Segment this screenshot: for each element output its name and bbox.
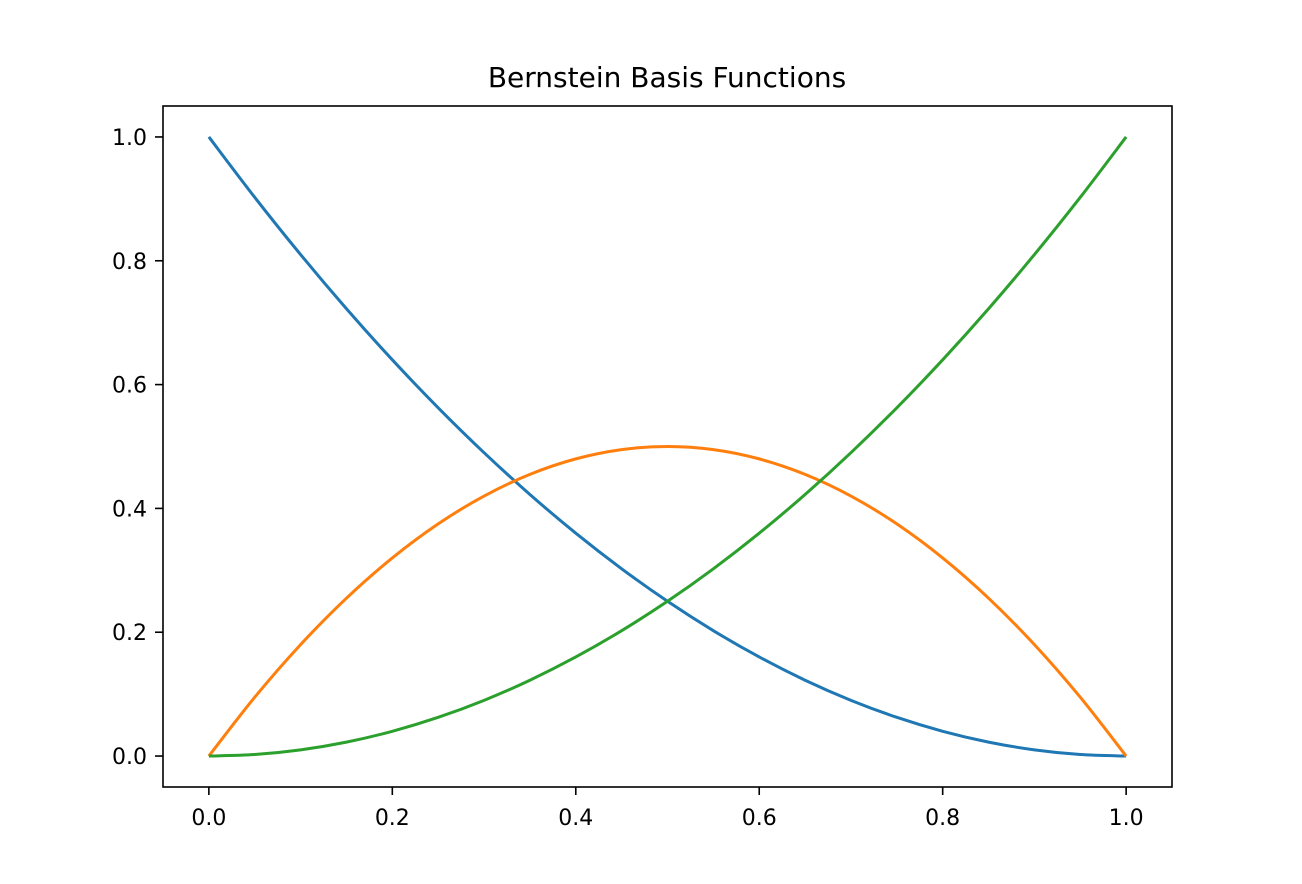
x-tick-label: 0.0 <box>191 806 226 831</box>
x-tick-label: 0.2 <box>375 806 410 831</box>
series-line-2 <box>208 136 1128 758</box>
plot-frame <box>162 105 1173 788</box>
y-tick-label: 1.0 <box>112 126 147 151</box>
x-axis: 0.0 0.2 0.4 0.6 0.8 1.0 <box>191 787 1144 831</box>
series-line-0 <box>207 136 1127 758</box>
y-tick-label: 0.4 <box>112 497 147 522</box>
series-line-1 <box>207 445 1128 757</box>
y-tick-label: 0.2 <box>112 621 147 646</box>
y-tick-label: 0.0 <box>112 745 147 770</box>
x-tick-label: 0.4 <box>558 806 593 831</box>
x-tick-label: 0.8 <box>925 806 960 831</box>
series-layer <box>207 136 1128 758</box>
y-axis: 0.0 0.2 0.4 0.6 0.8 1.0 <box>112 126 163 770</box>
chart-title: Bernstein Basis Functions <box>488 61 846 94</box>
x-tick-label: 1.0 <box>1109 806 1144 831</box>
y-tick-label: 0.6 <box>112 374 147 399</box>
x-tick-label: 0.6 <box>742 806 777 831</box>
y-tick-label: 0.8 <box>112 250 147 275</box>
